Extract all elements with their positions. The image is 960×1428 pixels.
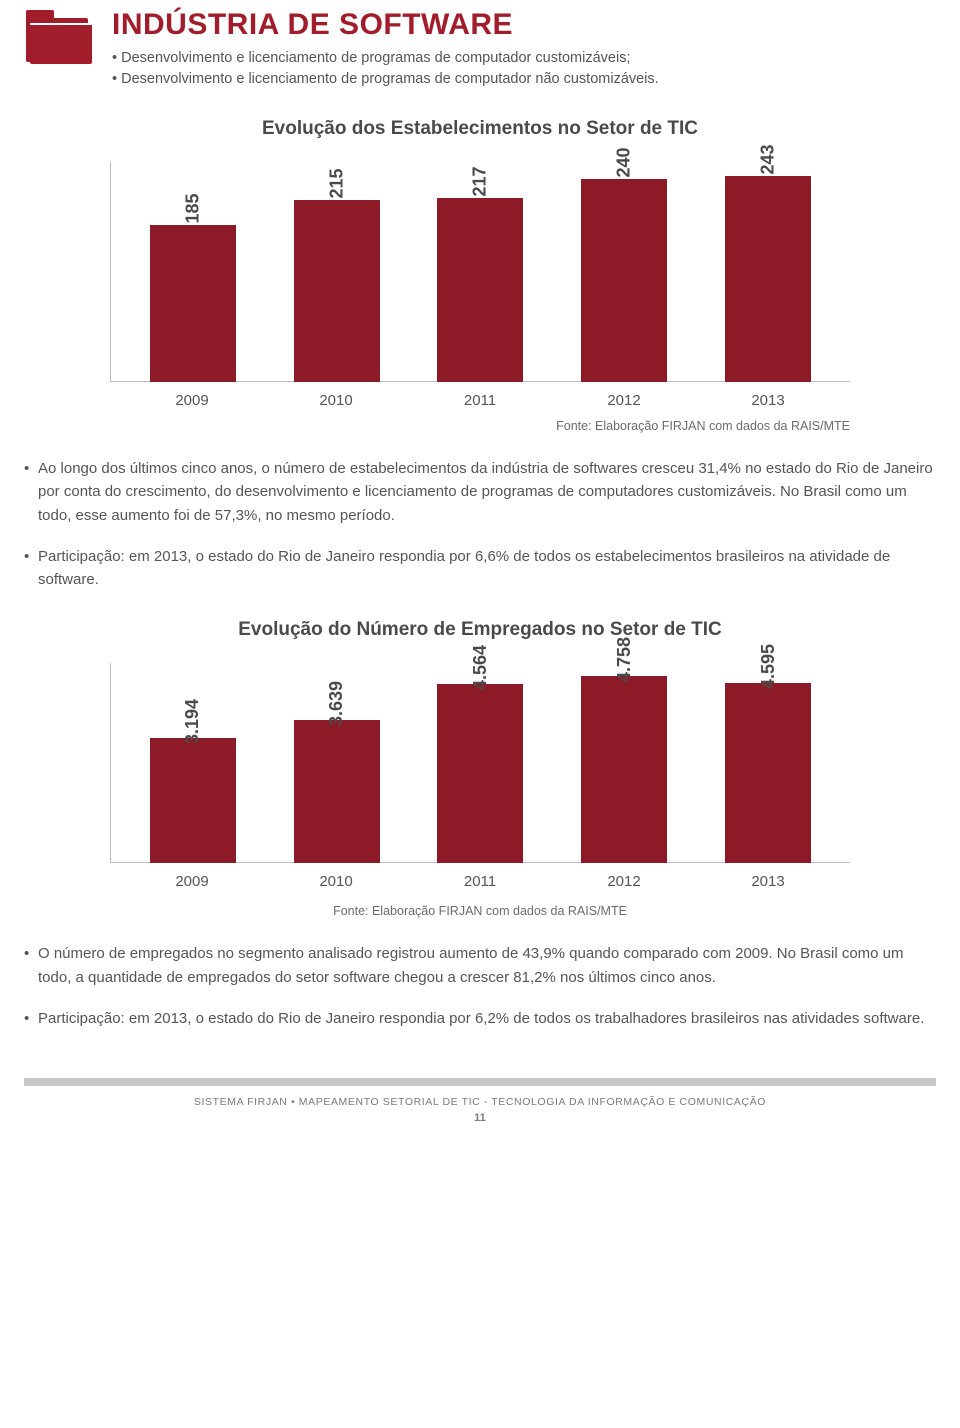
bar-rect [581, 179, 667, 382]
paragraph: Ao longo dos últimos cinco anos, o númer… [38, 457, 936, 527]
chart-title: Evolução do Número de Empregados no Seto… [24, 619, 936, 641]
bar: 3.194 [150, 711, 236, 863]
chart-plot-area: 3.1943.6394.5644.7584.595 [110, 663, 850, 863]
paragraph: Participação: em 2013, o estado do Rio d… [38, 545, 936, 592]
bar: 240 [581, 152, 667, 382]
chart-title: Evolução dos Estabelecimentos no Setor d… [24, 118, 936, 140]
page-title: INDÚSTRIA DE SOFTWARE [112, 8, 936, 42]
bar: 185 [150, 198, 236, 382]
bar-rect [437, 198, 523, 382]
bar: 217 [437, 171, 523, 382]
bar-value-label: 4.564 [470, 645, 491, 690]
analysis-text: Ao longo dos últimos cinco anos, o númer… [24, 457, 936, 591]
bar-rect [294, 200, 380, 382]
chart-establishments: Evolução dos Estabelecimentos no Setor d… [24, 118, 936, 433]
footer: SISTEMA FIRJAN • MAPEAMENTO SETORIAL DE … [24, 1078, 936, 1124]
bullet-item: Desenvolvimento e licenciamento de progr… [112, 48, 936, 69]
header-bullets: Desenvolvimento e licenciamento de progr… [112, 48, 936, 90]
bar: 4.564 [437, 657, 523, 863]
bar-rect [437, 684, 523, 863]
analysis-text: O número de empregados no segmento anali… [24, 942, 936, 1030]
chart-employees: Evolução do Número de Empregados no Seto… [24, 619, 936, 918]
xaxis-label: 2010 [293, 392, 379, 409]
bar-rect [150, 225, 236, 382]
bar: 243 [725, 149, 811, 382]
bar-value-label: 217 [470, 167, 491, 197]
chart-xaxis: 2009 2010 2011 2012 2013 [110, 873, 850, 890]
bar-value-label: 4.595 [758, 644, 779, 689]
footer-page: 11 [24, 1112, 936, 1124]
bar-value-label: 3.639 [326, 681, 347, 726]
bar: 4.595 [725, 656, 811, 863]
chart-source: Fonte: Elaboração FIRJAN com dados da RA… [24, 904, 936, 918]
bar-rect [294, 720, 380, 863]
header: INDÚSTRIA DE SOFTWARE Desenvolvimento e … [24, 8, 936, 90]
bar-value-label: 3.194 [182, 699, 203, 744]
paragraph: O número de empregados no segmento anali… [38, 942, 936, 989]
chart-source: Fonte: Elaboração FIRJAN com dados da RA… [110, 419, 850, 433]
folder-icon [24, 8, 96, 90]
footer-text: SISTEMA FIRJAN • MAPEAMENTO SETORIAL DE … [24, 1096, 936, 1108]
bar-rect [725, 176, 811, 382]
bar-value-label: 185 [182, 194, 203, 224]
bar: 3.639 [294, 693, 380, 863]
bar-value-label: 243 [758, 145, 779, 175]
xaxis-label: 2012 [581, 392, 667, 409]
chart-xaxis: 2009 2010 2011 2012 2013 [110, 392, 850, 409]
xaxis-label: 2009 [149, 392, 235, 409]
paragraph: Participação: em 2013, o estado do Rio d… [38, 1007, 936, 1030]
bullet-item: Desenvolvimento e licenciamento de progr… [112, 69, 936, 90]
bar-rect [725, 683, 811, 863]
xaxis-label: 2011 [437, 873, 523, 890]
xaxis-label: 2012 [581, 873, 667, 890]
bar-value-label: 215 [326, 169, 347, 199]
bar-value-label: 4.758 [614, 637, 635, 682]
chart-plot-area: 185215217240243 [110, 162, 850, 382]
bar-value-label: 240 [614, 148, 635, 178]
bar-rect [581, 676, 667, 863]
xaxis-label: 2013 [725, 873, 811, 890]
xaxis-label: 2013 [725, 392, 811, 409]
footer-rule [24, 1078, 936, 1086]
bar: 4.758 [581, 649, 667, 863]
xaxis-label: 2011 [437, 392, 523, 409]
bar-rect [150, 738, 236, 863]
xaxis-label: 2010 [293, 873, 379, 890]
bar: 215 [294, 173, 380, 382]
xaxis-label: 2009 [149, 873, 235, 890]
